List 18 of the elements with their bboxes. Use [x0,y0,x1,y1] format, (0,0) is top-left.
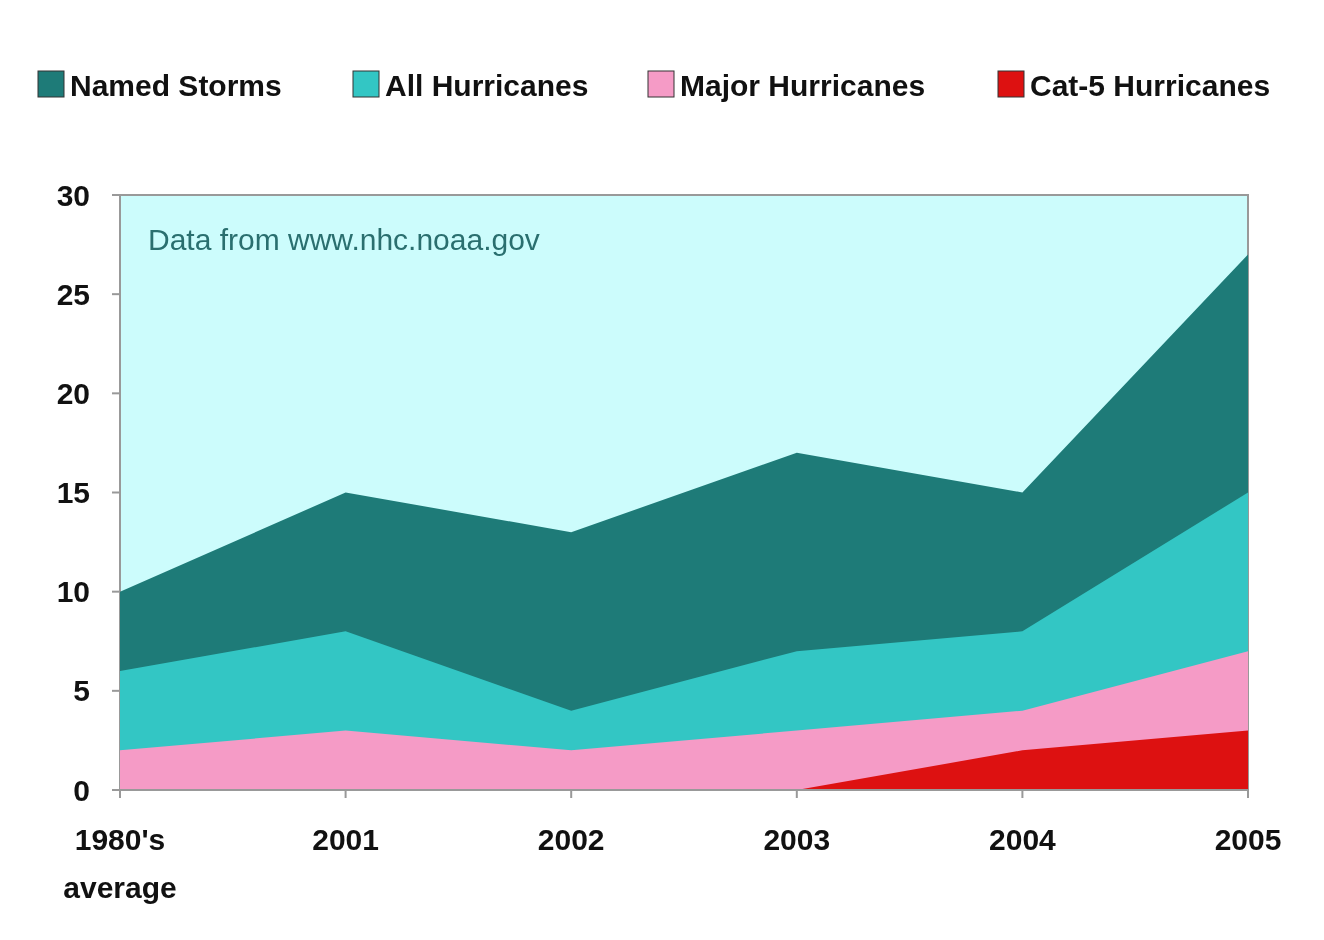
legend-label: Named Storms [70,68,282,102]
y-tick-label: 15 [56,476,90,509]
y-tick-label: 0 [73,773,90,807]
x-tick-label: 2002 [537,823,605,856]
annotation: Data from www.nhc.noaa.gov [148,223,540,256]
x-tick-label: 2001 [312,823,379,856]
legend-label: All Hurricanes [385,68,589,102]
y-tick-label: 20 [56,376,90,410]
y-tick-label: 25 [56,277,90,311]
y-tick-label: 5 [73,674,90,708]
x-tick-label: 2003 [763,823,831,856]
legend-label: Major Hurricanes [680,68,926,102]
x-tick-label: 2004 [989,823,1057,856]
y-tick-label: 30 [56,178,90,212]
legend-label: Cat-5 Hurricanes [1030,68,1271,102]
x-tick-label: 2005 [1214,823,1282,856]
x-tick-label: 1980's average [63,823,177,904]
y-tick-label: 10 [56,575,90,609]
